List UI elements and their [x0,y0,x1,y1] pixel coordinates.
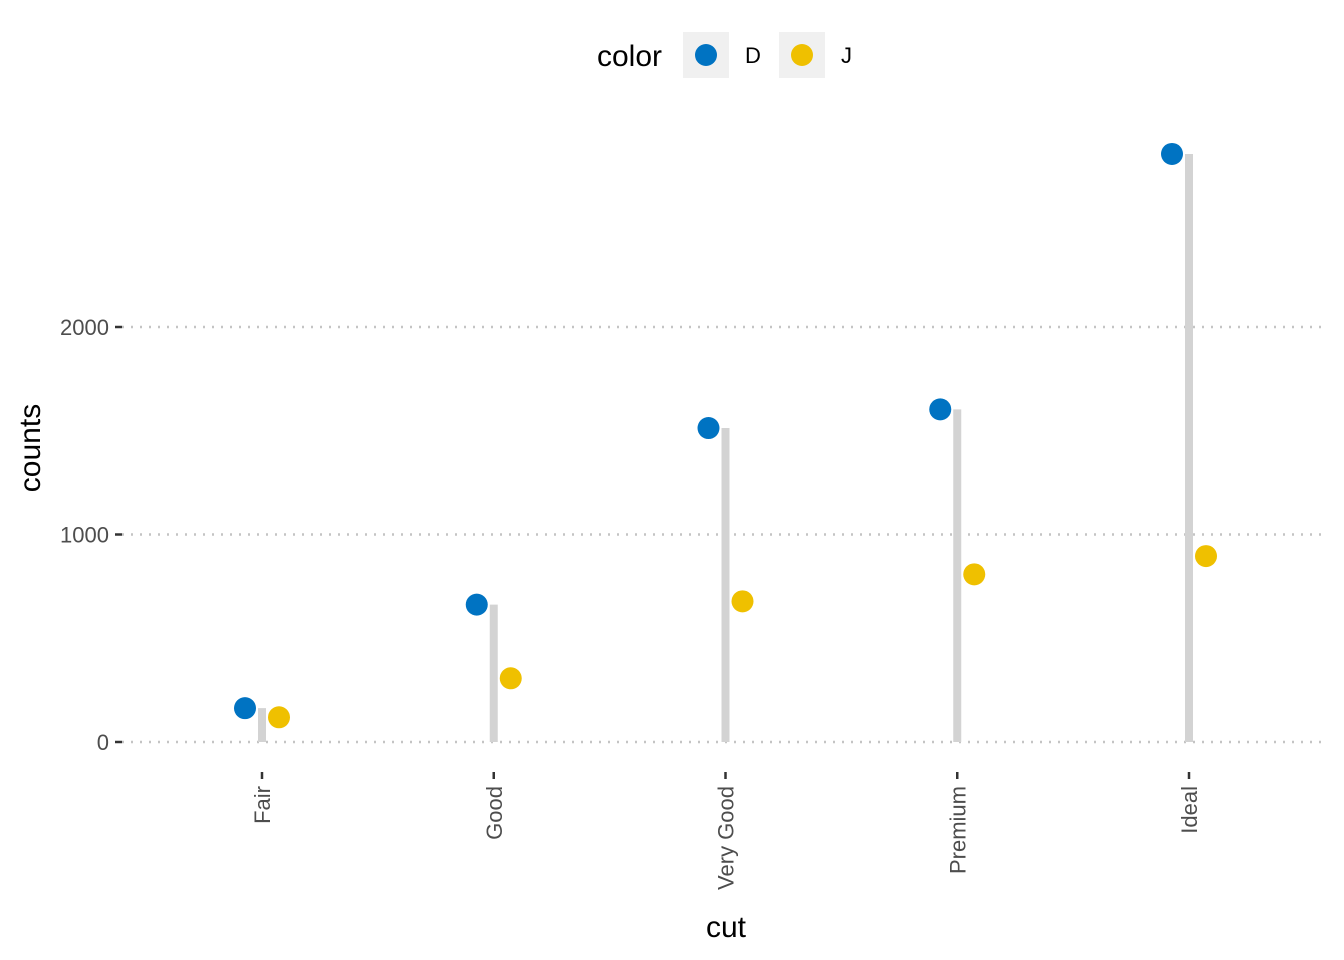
stems [258,153,1193,742]
point-J [268,706,290,729]
y-axis-title: counts [14,404,47,492]
x-tick-label: Fair [250,786,275,824]
legend-label: D [745,43,761,68]
point-J [731,590,754,613]
x-axis: Fair Good Very Good Premium Ideal [250,772,1202,890]
y-tick-label: 0 [97,730,109,755]
point-D [234,697,256,720]
point-J [963,563,986,586]
points [234,142,1217,729]
x-tick-label: Ideal [1177,786,1202,834]
y-tick-label: 2000 [60,315,109,340]
y-tick-label: 1000 [60,523,109,548]
point-D [1161,142,1183,165]
x-tick-label: Premium [945,786,970,874]
legend: color D J [597,32,852,78]
point-D [697,417,720,440]
point-J [499,667,522,690]
point-J [1195,545,1217,568]
point-D [929,398,952,421]
x-tick-label: Very Good [714,786,739,890]
legend-key-D [695,44,717,66]
x-axis-title: cut [706,911,747,944]
x-tick-label: Good [482,786,507,840]
point-D [465,593,488,616]
legend-label: J [841,43,852,68]
y-axis: 0 1000 2000 [60,315,122,755]
legend-title: color [597,40,662,73]
legend-key-J [791,44,813,66]
